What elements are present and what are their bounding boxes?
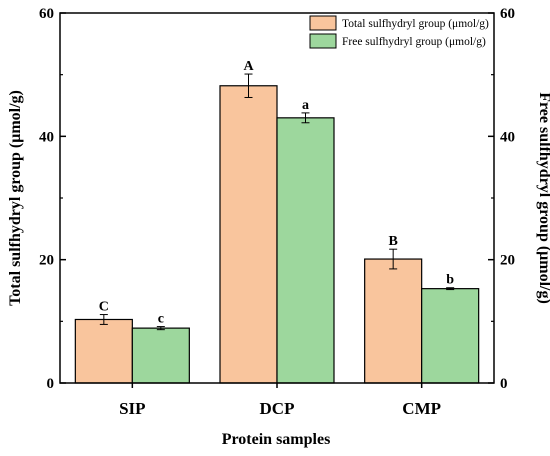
bars-layer: Cc Aa Bb	[74, 59, 480, 384]
y-left-tick-label: 40	[39, 129, 54, 145]
bar-sip-series-1	[74, 318, 133, 384]
y-left-tick-label: 20	[39, 253, 54, 269]
bar-sip-series-2	[131, 327, 190, 384]
bar-cmp-series-2	[421, 288, 480, 384]
y-axis-right-label: Free sulfhydryl group (μmol/g)	[536, 92, 550, 304]
legend-label-1: Total sulfhydryl group (μmol/g)	[342, 18, 489, 30]
significance-label: C	[99, 300, 109, 315]
significance-label: A	[243, 59, 254, 74]
y-right-tick-label: 0	[500, 376, 508, 392]
y-right-tick-label: 20	[500, 253, 515, 269]
y-left-tick-label: 60	[39, 6, 54, 22]
significance-label: c	[158, 312, 164, 327]
significance-label: B	[388, 234, 397, 249]
y-left-tick-label: 0	[47, 376, 55, 392]
y-right-tick-label: 40	[500, 129, 515, 145]
significance-label: a	[302, 98, 309, 113]
significance-label: b	[446, 273, 454, 288]
legend: Total sulfhydryl group (μmol/g) Free sulf…	[309, 15, 489, 49]
x-axis-label: Protein samples	[222, 431, 331, 448]
x-tick-label-sip: SIP	[119, 399, 145, 418]
x-tick-label-dcp: DCP	[260, 399, 295, 418]
bar-dcp-series-2	[276, 117, 335, 384]
axes-layer: 0 0 20 20 40 40 60 60 SIP DCP CMP	[39, 6, 515, 418]
legend-swatch-2	[309, 33, 337, 49]
x-tick-label-cmp: CMP	[402, 399, 441, 418]
y-axis-left-label: Total sulfhydryl group (μmol/g)	[7, 90, 24, 306]
legend-swatch-1	[309, 15, 337, 31]
bar-cmp-series-1	[364, 258, 423, 384]
y-right-tick-label: 60	[500, 6, 515, 22]
bar-dcp-series-1	[219, 85, 278, 384]
legend-label-2: Free sulfhydryl group (μmol/g)	[342, 36, 486, 48]
